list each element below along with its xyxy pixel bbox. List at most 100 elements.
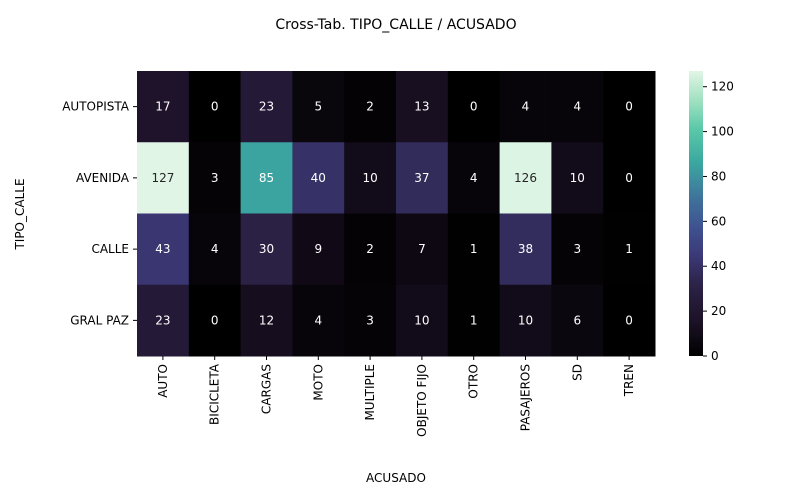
x-tick-label: TREN [622,364,636,397]
heatmap-cell [137,142,190,214]
cell-value-label: 3 [211,171,219,185]
cell-value-label: 1 [470,313,478,327]
cell-value-label: 0 [211,313,219,327]
heatmap-cell [396,213,449,286]
cell-value-label: 38 [518,242,533,256]
colorbar-tick-label: 20 [711,304,726,318]
heatmap-cell [292,142,345,214]
heatmap-cell [188,284,242,357]
cell-value-label: 10 [518,313,533,327]
heatmap-cell [240,213,293,286]
cell-value-label: 13 [414,100,429,114]
cell-value-label: 12 [259,313,274,327]
cell-value-label: 30 [259,242,274,256]
x-tick-label: OTRO [467,364,481,399]
colorbar-tick-label: 100 [711,125,734,139]
cell-value-label: 85 [259,171,274,185]
y-tick-label: GRAL PAZ [70,313,129,327]
cell-value-label: 0 [625,313,633,327]
x-axis: AUTO BICICLETA CARGAS MOTO MULTIPLE OBJETO FI… [156,356,636,437]
heatmap-cell [240,71,293,143]
heatmap-cell [551,284,604,357]
heatmap-cell [499,284,552,357]
heatmap-cell [344,213,397,286]
heatmap-cell [292,71,345,143]
heatmap-cell [499,142,552,214]
cell-value-label: 43 [155,242,170,256]
colorbar-tick-label: 40 [711,259,726,273]
cell-value-label: 4 [522,100,530,114]
colorbar-tick-label: 0 [711,349,719,363]
heatmap-cell [188,213,242,286]
colorbar-gradient [689,71,703,356]
cell-value-label: 1 [470,242,478,256]
heatmap-cell [603,213,656,286]
cell-value-label: 6 [573,313,581,327]
heatmap-cell [344,142,397,214]
cell-value-label: 10 [414,313,429,327]
x-axis-label: ACUSADO [366,471,426,485]
cell-value-label: 0 [211,100,219,114]
colorbar-tick-label: 60 [711,214,726,228]
x-tick-label: MULTIPLE [363,364,377,421]
cell-value-label: 10 [362,171,377,185]
heatmap-cell [240,284,293,357]
x-tick-label: MOTO [311,364,325,401]
cell-value-label: 3 [366,313,374,327]
x-tick-label: OBJETO FIJO [415,364,429,437]
cell-value-label: 0 [625,100,633,114]
heatmap-cell [603,284,656,357]
x-tick-label: AUTO [156,364,170,398]
cell-value-label: 10 [570,171,585,185]
cell-value-label: 4 [470,171,478,185]
heatmap-cell [603,71,656,143]
heatmap-cell [396,284,449,357]
cell-value-label: 1 [625,242,633,256]
heatmap-cell [137,71,190,143]
y-tick-label: AVENIDA [76,171,130,185]
cell-value-label: 0 [470,100,478,114]
heatmap-cell [499,71,552,143]
colorbar-tick-label: 80 [711,169,726,183]
heatmap-cell [137,213,190,286]
cell-value-label: 40 [311,171,326,185]
heatmap-cell [499,213,552,286]
x-tick-label: BICICLETA [208,363,222,425]
heatmap-cell [603,142,656,214]
cell-value-label: 37 [414,171,429,185]
cell-value-label: 126 [514,171,537,185]
heatmap-cell [447,284,501,357]
cell-value-label: 0 [625,171,633,185]
heatmap-cell [447,142,501,214]
y-tick-label: AUTOPISTA [62,100,130,114]
heatmap-cell [396,71,449,143]
heatmap-cell [137,284,190,357]
colorbar-ticks: 0 20 40 60 80 100 120 [703,80,734,363]
heatmap-cell [292,213,345,286]
heatmap-cell [447,213,501,286]
y-axis-label: TIPO_CALLE [13,178,27,250]
colorbar-tick-label: 120 [711,80,734,94]
colorbar: 0 20 40 60 80 100 120 [689,71,734,363]
y-tick-label: CALLE [91,242,129,256]
heatmap-cell [292,284,345,357]
cell-value-label: 23 [259,100,274,114]
cell-value-label: 5 [314,100,322,114]
heatmap-cell [188,71,242,143]
x-tick-label: SD [570,364,584,381]
heatmap-cell [188,142,242,214]
cell-value-label: 3 [573,242,581,256]
y-axis: AUTOPISTA AVENIDA CALLE GRAL PAZ [62,100,137,327]
heatmap-cell [240,142,293,214]
x-tick-label: PASAJEROS [519,364,533,431]
heatmap-cell [551,142,604,214]
heatmap-cell [344,284,397,357]
heatmap-cell [344,71,397,143]
cell-value-label: 127 [151,171,174,185]
heatmap-cell [447,71,501,143]
cell-value-label: 4 [211,242,219,256]
heatmap-cell [396,142,449,214]
cell-value-label: 4 [573,100,581,114]
